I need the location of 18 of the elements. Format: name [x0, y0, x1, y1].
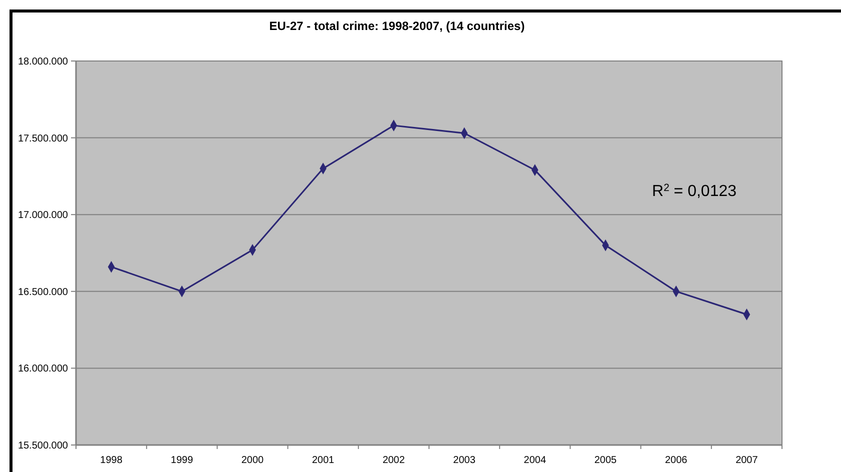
y-tick-label: 16.500.000	[18, 286, 68, 298]
x-tick-label: 2000	[241, 455, 264, 466]
x-tick-label: 2005	[594, 455, 618, 466]
y-tick-label: 18.000.000	[18, 56, 68, 68]
x-tick-label: 1998	[100, 455, 123, 466]
y-tick-label: 17.500.000	[18, 133, 68, 144]
x-tick-label: 2003	[453, 455, 476, 466]
x-tick-label: 2004	[524, 455, 546, 466]
chart-title: EU-27 - total crime: 1998-2007, (14 countries)	[269, 19, 525, 33]
y-tick-label: 16.000.000	[18, 364, 68, 375]
x-tick-label: 1999	[170, 455, 194, 466]
x-tick-label: 2007	[736, 455, 758, 466]
x-tick-label: 2002	[382, 455, 406, 466]
annotation: R$^{2}$ = 0,0123	[652, 182, 737, 200]
x-tick-label: 2001	[312, 455, 335, 466]
y-tick-label: 15.500.000	[18, 440, 68, 452]
y-tick-label: 17.000.000	[18, 210, 68, 222]
x-tick-label: 2006	[664, 455, 688, 466]
